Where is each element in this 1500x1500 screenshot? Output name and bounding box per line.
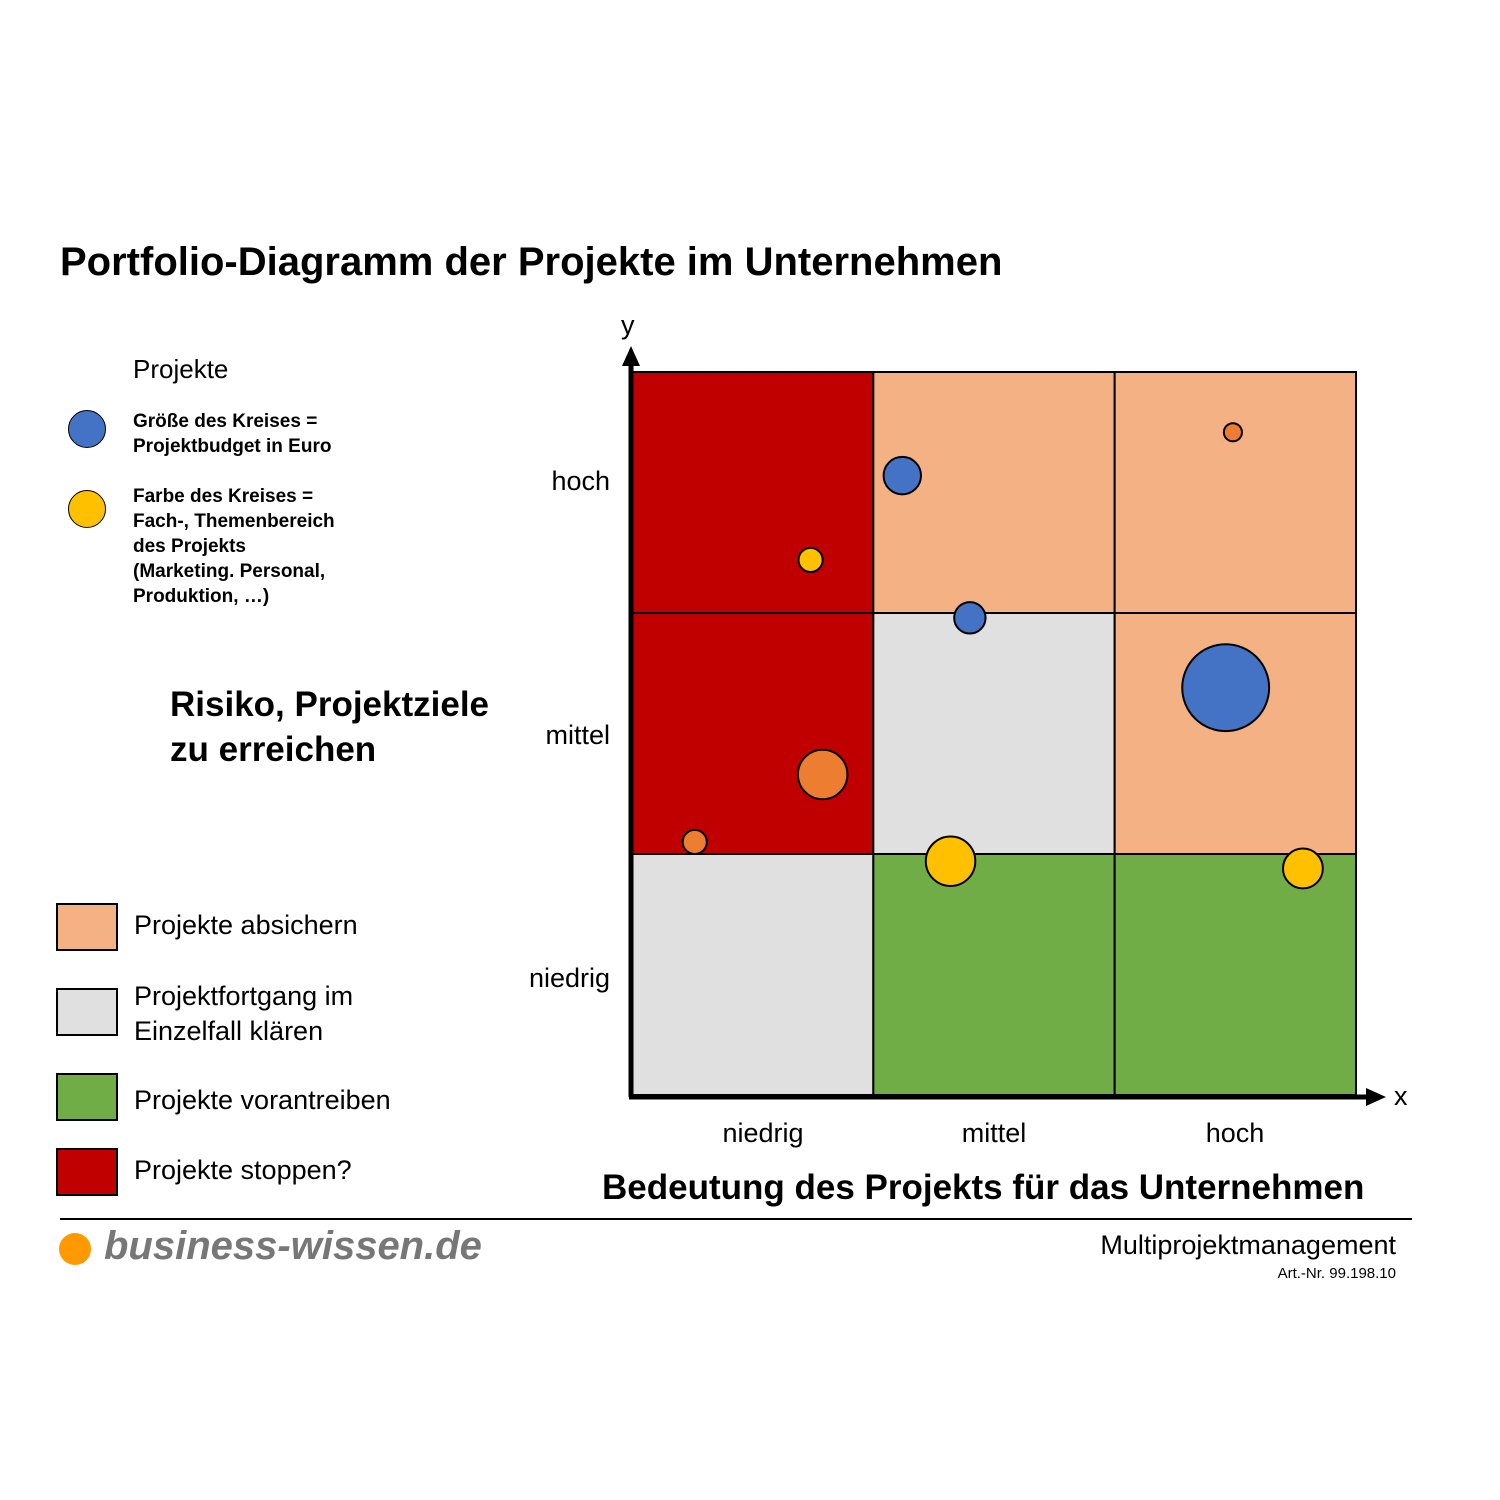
brand-logo-text: business-wissen.de xyxy=(104,1224,482,1268)
area-legend-label-absichern: Projekte absichern xyxy=(134,910,358,940)
project-bubble xyxy=(882,455,922,496)
x-axis-title: Bedeutung des Projekts für das Unternehm… xyxy=(602,1168,1365,1207)
chart-title: Portfolio-Diagramm der Projekte im Unter… xyxy=(60,240,1003,284)
y-axis-arrow xyxy=(622,346,640,366)
y-axis-title: Risiko, Projektziele zu erreichen xyxy=(170,685,490,769)
brand-dot-icon xyxy=(59,1233,91,1265)
y-axis-letter: y xyxy=(621,310,635,340)
footer-product: Multiprojektmanagement xyxy=(1100,1230,1396,1260)
project-bubble xyxy=(797,546,824,574)
project-bubble xyxy=(953,601,987,635)
area-legend-label-stoppen: Projekte stoppen? xyxy=(134,1155,352,1185)
legend-size-note: Größe des Kreises = Projektbudget in Eur… xyxy=(133,411,332,457)
legend-color-note: Farbe des Kreises = Fach-, Themenbereich… xyxy=(133,486,335,607)
y-tick-mittel: mittel xyxy=(545,720,610,750)
x-axis-letter: x xyxy=(1394,1081,1408,1111)
area-legend-label-vorantreiben: Projekte vorantreiben xyxy=(134,1085,391,1115)
project-bubble xyxy=(1281,847,1324,890)
matrix-cell xyxy=(631,612,875,855)
project-bubble xyxy=(1181,643,1271,733)
matrix-cell xyxy=(872,853,1116,1096)
project-bubble xyxy=(924,835,977,887)
matrix-cell xyxy=(872,371,1116,614)
y-tick-niedrig: niedrig xyxy=(528,963,610,993)
legend-size-circle xyxy=(68,410,106,448)
project-bubble xyxy=(796,748,849,801)
x-tick-hoch: hoch xyxy=(1205,1118,1265,1148)
legend-heading: Projekte xyxy=(133,354,229,384)
matrix-cell xyxy=(631,853,875,1096)
area-legend-swatch-vorantreiben xyxy=(56,1073,118,1121)
area-legend-swatch-absichern xyxy=(56,903,118,951)
area-legend-swatch-klaeren xyxy=(56,988,118,1036)
matrix-cell xyxy=(1113,853,1357,1096)
matrix-cell xyxy=(1113,371,1357,614)
matrix-cell xyxy=(872,612,1116,855)
x-axis-arrow xyxy=(1366,1088,1386,1106)
footer-article-number: Art.-Nr. 99.198.10 xyxy=(1277,1265,1396,1282)
matrix-cell xyxy=(631,371,875,614)
x-tick-niedrig: niedrig xyxy=(722,1118,804,1148)
x-tick-mittel: mittel xyxy=(961,1118,1027,1148)
project-bubble xyxy=(681,828,708,856)
y-tick-hoch: hoch xyxy=(551,466,610,496)
area-legend-swatch-stoppen xyxy=(56,1148,118,1196)
legend-color-circle xyxy=(68,490,106,528)
project-bubble xyxy=(1222,422,1243,443)
area-legend-label-klaeren: Projektfortgang im Einzelfall klären xyxy=(134,981,354,1046)
footer-divider xyxy=(60,1218,1412,1220)
